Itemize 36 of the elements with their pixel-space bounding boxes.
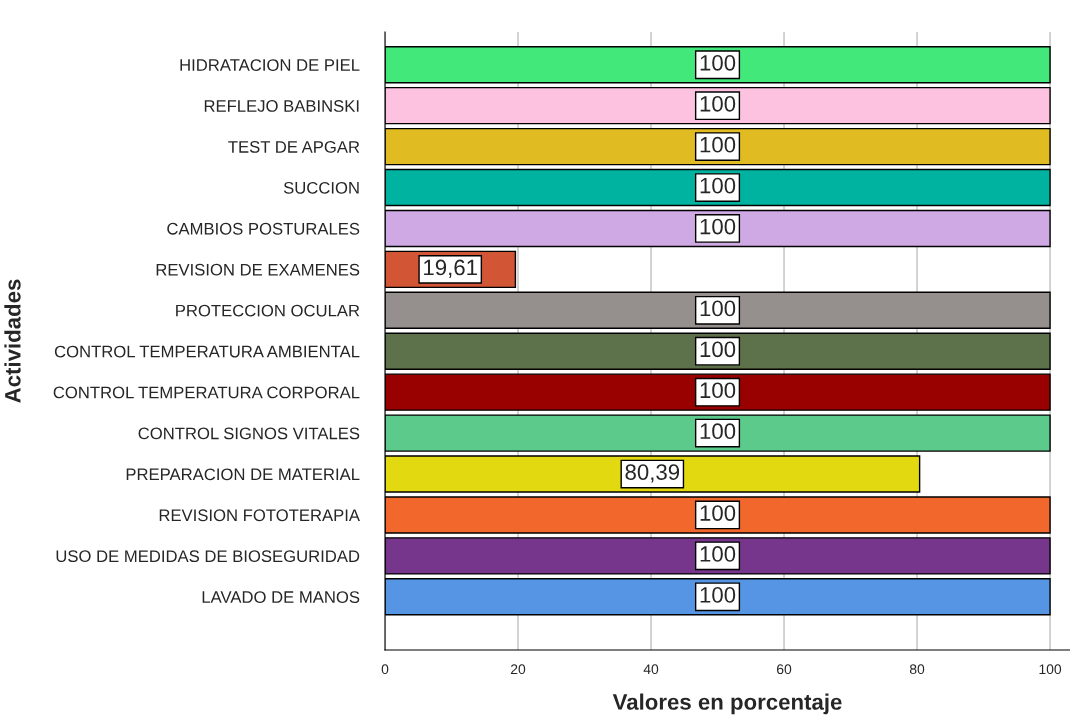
data-label: 100 bbox=[700, 587, 736, 603]
y-tick-label: USO DE MEDIDAS DE BIOSEGURIDAD bbox=[56, 550, 360, 563]
data-label: 100 bbox=[700, 382, 736, 399]
y-tick-label: REVISION FOTOTERAPIA bbox=[159, 509, 360, 522]
data-label: 80,39 bbox=[625, 464, 680, 483]
x-tick-label: 40 bbox=[643, 664, 659, 675]
data-label: 100 bbox=[700, 54, 736, 71]
y-tick-label: REVISION DE EXAMENES bbox=[156, 263, 360, 276]
y-axis-title: Actividades bbox=[4, 279, 21, 403]
y-tick-label: PROTECCION OCULAR bbox=[176, 304, 360, 317]
data-label: 100 bbox=[700, 95, 736, 112]
x-tick-label: 20 bbox=[510, 664, 526, 675]
y-tick-label: CONTROL TEMPERATURA AMBIENTAL bbox=[54, 345, 360, 358]
data-label: 100 bbox=[700, 136, 736, 153]
x-tick-label: 80 bbox=[909, 664, 925, 675]
data-label: 100 bbox=[700, 546, 736, 562]
y-tick-label: CONTROL TEMPERATURA CORPORAL bbox=[53, 386, 360, 399]
x-tick-label: 0 bbox=[381, 664, 389, 675]
x-tick-label: 60 bbox=[777, 664, 792, 675]
y-tick-label: HIDRATACION DE PIEL bbox=[180, 59, 360, 71]
y-tick-label: CONTROL SIGNOS VITALES bbox=[138, 427, 360, 440]
y-tick-label: TEST DE APGAR bbox=[228, 141, 360, 153]
y-tick-label: CAMBIOS POSTURALES bbox=[167, 222, 360, 235]
y-tick-label: SUCCION bbox=[283, 181, 359, 194]
y-tick-label: PREPARACION DE MATERIAL bbox=[126, 468, 360, 481]
x-tick-label: 100 bbox=[1039, 664, 1062, 675]
y-tick-label: LAVADO DE MANOS bbox=[202, 591, 360, 603]
data-label: 100 bbox=[700, 218, 736, 235]
y-tick-label: REFLEJO BABINSKI bbox=[204, 100, 359, 112]
x-axis-title: Valores en porcentaje bbox=[612, 693, 842, 715]
data-label: 100 bbox=[700, 423, 736, 440]
data-label: 100 bbox=[700, 177, 736, 194]
data-label: 100 bbox=[700, 505, 736, 521]
data-label: 19,61 bbox=[424, 259, 477, 278]
data-label: 100 bbox=[700, 341, 736, 358]
data-label: 100 bbox=[700, 300, 736, 317]
